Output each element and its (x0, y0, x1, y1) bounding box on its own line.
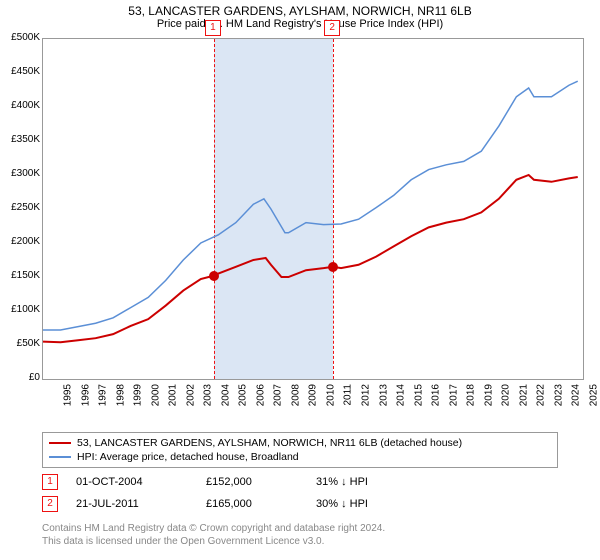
x-axis-label: 2006 (255, 384, 266, 406)
chart-title: 53, LANCASTER GARDENS, AYLSHAM, NORWICH,… (0, 0, 600, 18)
event-number-icon: 2 (42, 496, 58, 512)
y-axis-label: £450K (0, 66, 40, 77)
x-axis-label: 2016 (430, 384, 441, 406)
legend-row: HPI: Average price, detached house, Broa… (49, 450, 551, 464)
x-axis-label: 2001 (167, 384, 178, 406)
x-axis-label: 2011 (342, 384, 353, 406)
x-axis-label: 2020 (501, 384, 512, 406)
x-axis-label: 2023 (553, 384, 564, 406)
event-number-box: 1 (205, 20, 221, 36)
event-row: 2 21-JUL-2011£165,00030% ↓ HPI (42, 496, 558, 512)
chart-plot-area (42, 38, 584, 380)
series-hpi (43, 81, 578, 330)
x-axis-label: 1995 (62, 384, 73, 406)
x-axis-label: 2017 (448, 384, 459, 406)
x-axis-label: 2005 (238, 384, 249, 406)
x-axis-label: 2003 (203, 384, 214, 406)
x-axis-label: 2014 (395, 384, 406, 406)
event-delta: 31% ↓ HPI (316, 476, 368, 488)
y-axis-label: £100K (0, 304, 40, 315)
x-axis-label: 2019 (483, 384, 494, 406)
y-axis-label: £400K (0, 100, 40, 111)
x-axis-label: 2025 (588, 384, 599, 406)
legend-label: HPI: Average price, detached house, Broa… (77, 451, 299, 463)
y-axis-label: £250K (0, 202, 40, 213)
x-axis-label: 2008 (290, 384, 301, 406)
event-price: £165,000 (206, 498, 316, 510)
y-axis-label: £500K (0, 32, 40, 43)
x-axis-label: 2000 (150, 384, 161, 406)
chart-svg (43, 39, 583, 379)
event-date: 21-JUL-2011 (76, 498, 206, 510)
x-axis-label: 1996 (80, 384, 91, 406)
x-axis-label: 2004 (220, 384, 231, 406)
legend-swatch (49, 456, 71, 458)
attribution-line: Contains HM Land Registry data © Crown c… (42, 522, 558, 535)
x-axis-label: 2010 (325, 384, 336, 406)
x-axis-label: 2022 (536, 384, 547, 406)
y-axis-label: £50K (0, 338, 40, 349)
event-price: £152,000 (206, 476, 316, 488)
x-axis-label: 1997 (97, 384, 108, 406)
chart-legend: 53, LANCASTER GARDENS, AYLSHAM, NORWICH,… (42, 432, 558, 468)
x-axis-label: 2015 (413, 384, 424, 406)
legend-row: 53, LANCASTER GARDENS, AYLSHAM, NORWICH,… (49, 436, 551, 450)
legend-swatch (49, 442, 71, 444)
x-axis-label: 1998 (115, 384, 126, 406)
series-price_paid (43, 175, 578, 342)
legend-label: 53, LANCASTER GARDENS, AYLSHAM, NORWICH,… (77, 437, 462, 449)
x-axis-label: 2002 (185, 384, 196, 406)
x-axis-label: 2018 (465, 384, 476, 406)
price-marker (328, 262, 338, 272)
x-axis-label: 2012 (360, 384, 371, 406)
event-number-icon: 1 (42, 474, 58, 490)
x-axis-label: 2007 (273, 384, 284, 406)
x-axis-label: 1999 (132, 384, 143, 406)
attribution-line: This data is licensed under the Open Gov… (42, 535, 558, 548)
y-axis-label: £350K (0, 134, 40, 145)
attribution-text: Contains HM Land Registry data © Crown c… (42, 522, 558, 548)
chart-subtitle: Price paid vs. HM Land Registry's House … (0, 18, 600, 32)
y-axis-label: £300K (0, 168, 40, 179)
y-axis-label: £150K (0, 270, 40, 281)
y-axis-label: £200K (0, 236, 40, 247)
x-axis-label: 2009 (308, 384, 319, 406)
x-axis-label: 2013 (378, 384, 389, 406)
y-axis-label: £0 (0, 372, 40, 383)
x-axis-label: 2021 (518, 384, 529, 406)
x-axis-label: 2024 (571, 384, 582, 406)
price-marker (209, 271, 219, 281)
event-number-box: 2 (324, 20, 340, 36)
event-delta: 30% ↓ HPI (316, 498, 368, 510)
event-date: 01-OCT-2004 (76, 476, 206, 488)
event-row: 1 01-OCT-2004£152,00031% ↓ HPI (42, 474, 558, 490)
